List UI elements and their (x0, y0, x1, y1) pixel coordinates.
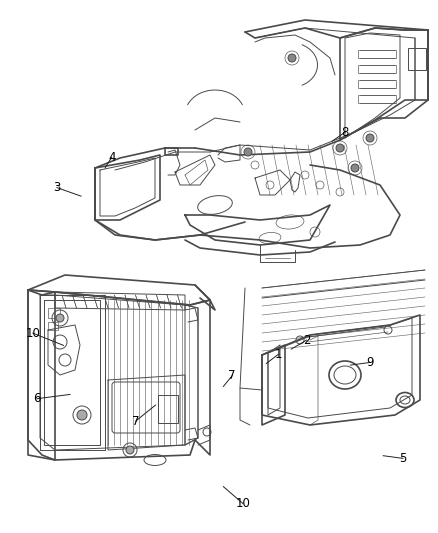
Text: 9: 9 (366, 356, 374, 369)
Bar (408, 48, 426, 70)
Text: 7: 7 (132, 415, 140, 427)
Circle shape (56, 314, 64, 322)
Text: 7: 7 (228, 369, 236, 382)
Text: 4: 4 (108, 151, 116, 164)
Circle shape (366, 134, 374, 142)
Text: 6: 6 (33, 392, 41, 405)
Bar (48, 322, 58, 330)
Text: 10: 10 (25, 327, 40, 340)
Circle shape (244, 148, 252, 156)
Circle shape (351, 164, 359, 172)
Bar (358, 80, 396, 88)
Bar (358, 65, 396, 73)
Circle shape (126, 446, 134, 454)
Text: 1: 1 (274, 348, 282, 361)
Bar (48, 308, 60, 318)
Circle shape (77, 410, 87, 420)
Text: 2: 2 (303, 334, 311, 346)
Text: 8: 8 (342, 126, 349, 139)
Text: 3: 3 (53, 181, 60, 194)
Circle shape (336, 144, 344, 152)
Text: 10: 10 (236, 497, 251, 510)
Bar (158, 395, 178, 423)
Bar (358, 50, 396, 58)
Text: 5: 5 (399, 452, 406, 465)
Circle shape (288, 54, 296, 62)
Bar (358, 95, 396, 103)
